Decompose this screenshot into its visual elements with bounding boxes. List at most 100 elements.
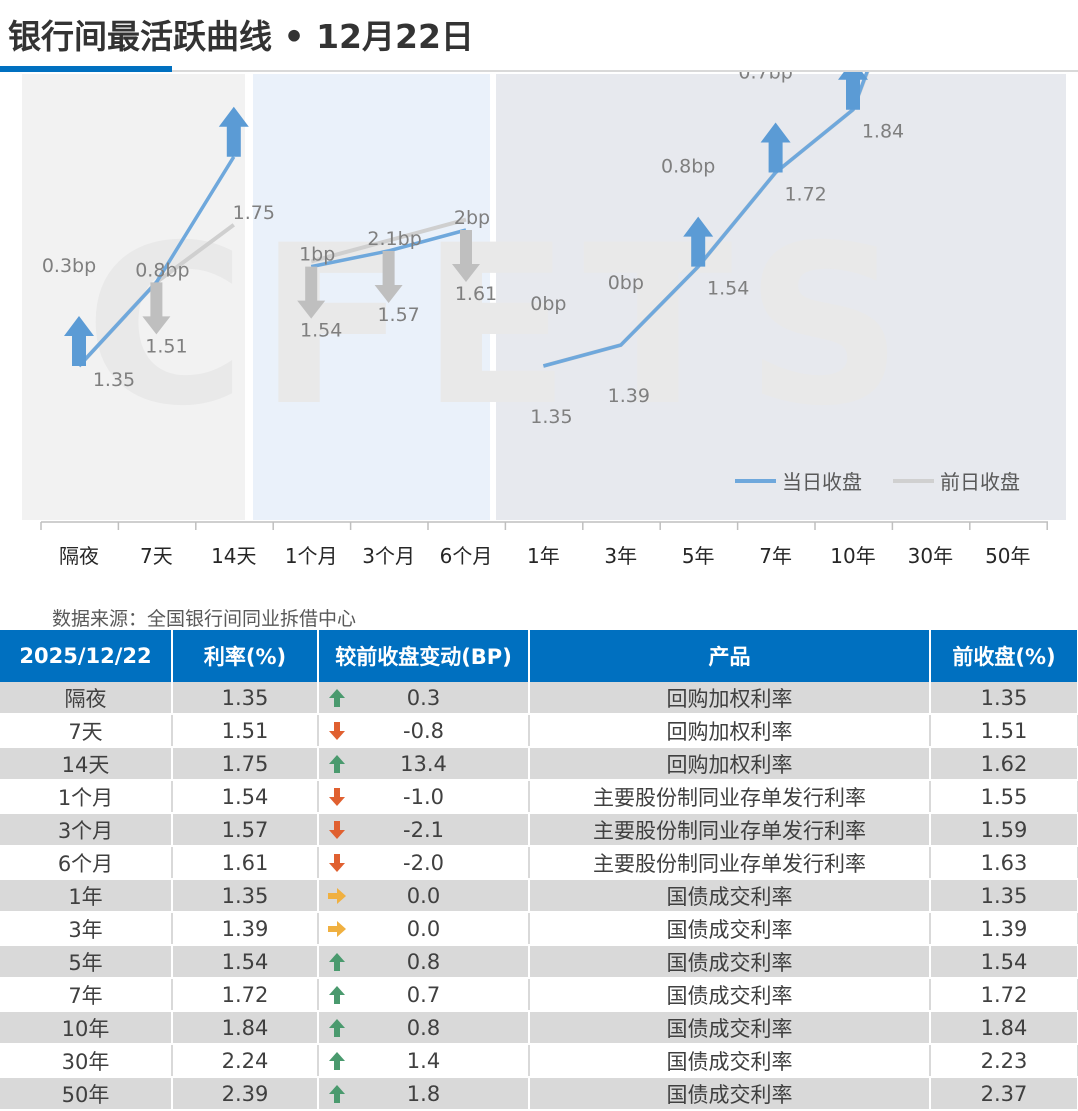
yield-curve-chart: CFETS 0.3bp1.350.8bp1.5113.4bp1.751bp1.5… — [22, 72, 1066, 568]
value-label-14天: 1.75 — [233, 202, 275, 224]
title-accent-bar — [0, 66, 172, 72]
cell-term: 7天 — [0, 714, 173, 748]
change-value: -0.8 — [403, 718, 444, 743]
cell-term: 隔夜 — [0, 682, 173, 715]
legend: 当日收盘 前日收盘 — [735, 470, 1020, 494]
up-arrow-icon — [329, 689, 345, 707]
cell-term: 3个月 — [0, 813, 173, 847]
cell-term: 10年 — [0, 1011, 173, 1045]
cell-rate: 1.75 — [172, 747, 319, 781]
cell-rate: 1.35 — [172, 879, 319, 913]
down-arrow-6个月 — [452, 230, 480, 283]
value-label-7年: 1.72 — [784, 183, 826, 205]
up-arrow-7年 — [760, 122, 791, 173]
cell-term: 1个月 — [0, 780, 173, 814]
change-value: 0.8 — [406, 1015, 441, 1040]
cell-product: 国债成交利率 — [529, 945, 931, 979]
cell-term: 1年 — [0, 879, 173, 913]
change-value: 0.0 — [406, 916, 441, 941]
change-label-7年: 0.7bp — [738, 72, 792, 83]
cell-change: 1.4 — [318, 1044, 530, 1078]
cell-product: 国债成交利率 — [529, 1044, 931, 1078]
change-value: 0.7 — [406, 982, 441, 1007]
cell-term: 50年 — [0, 1077, 173, 1111]
x-tick-label-7天: 7天 — [140, 544, 173, 568]
table-row: 隔夜 1.35 0.3 回购加权利率 1.35 — [0, 682, 1078, 715]
cell-prev-close: 2.37 — [930, 1077, 1078, 1111]
cell-rate: 1.54 — [172, 780, 319, 814]
prev-line-segment-1 — [310, 217, 467, 264]
cell-prev-close: 1.54 — [930, 945, 1078, 979]
cell-term: 30年 — [0, 1044, 173, 1078]
table-row: 30年 2.24 1.4 国债成交利率 2.23 — [0, 1044, 1078, 1078]
cell-change: 0.8 — [318, 1011, 530, 1045]
up-arrow-icon — [329, 1085, 345, 1103]
cell-rate: 2.24 — [172, 1044, 319, 1078]
up-arrow-icon — [329, 953, 345, 971]
x-tick-label-1个月: 1个月 — [285, 544, 338, 568]
value-label-5年: 1.54 — [707, 278, 749, 300]
up-arrow-10年 — [838, 72, 868, 110]
change-value: 0.8 — [406, 949, 441, 974]
panel-ncd — [253, 74, 490, 520]
up-arrow-5年 — [683, 216, 714, 267]
up-arrow-icon — [329, 986, 345, 1004]
x-tick-label-7年: 7年 — [759, 544, 792, 568]
right-arrow-icon — [328, 888, 346, 904]
change-label-6个月: 2bp — [454, 207, 490, 229]
table-row: 3年 1.39 0.0 国债成交利率 1.39 — [0, 912, 1078, 946]
legend-label-prev: 前日收盘 — [940, 470, 1020, 494]
down-arrow-3个月 — [374, 250, 403, 303]
cell-rate: 1.35 — [172, 682, 319, 715]
change-label-隔夜: 0.3bp — [42, 255, 96, 277]
cell-rate: 1.72 — [172, 978, 319, 1012]
cell-product: 国债成交利率 — [529, 879, 931, 913]
value-label-6个月: 1.61 — [455, 283, 497, 305]
change-value: 1.8 — [406, 1081, 441, 1106]
series-current-close — [77, 72, 869, 368]
page-title: 银行间最活跃曲线 • 12月22日 — [8, 17, 474, 56]
cell-rate: 1.51 — [172, 714, 319, 748]
cell-rate: 1.84 — [172, 1011, 319, 1045]
cell-product: 国债成交利率 — [529, 978, 931, 1012]
up-arrow-14天 — [218, 106, 249, 157]
cell-product: 回购加权利率 — [529, 747, 931, 781]
cell-product: 国债成交利率 — [529, 1077, 931, 1111]
cell-prev-close: 1.63 — [930, 846, 1078, 880]
cell-term: 5年 — [0, 945, 173, 979]
cell-product: 主要股份制同业存单发行利率 — [529, 846, 931, 880]
cell-change: -2.0 — [318, 846, 530, 880]
cell-prev-close: 1.35 — [930, 682, 1078, 715]
x-tick-label-50年: 50年 — [985, 544, 1030, 568]
x-tick-label-1年: 1年 — [527, 544, 560, 568]
cell-product: 国债成交利率 — [529, 912, 931, 946]
down-arrow-icon — [329, 788, 345, 806]
up-arrow-icon — [329, 755, 345, 773]
watermark-text: CFETS — [85, 198, 916, 454]
change-value: 13.4 — [400, 751, 447, 776]
cell-term: 6个月 — [0, 846, 173, 880]
current-line-segment-1 — [310, 228, 467, 269]
header-product: 产品 — [529, 630, 931, 682]
panel-repo — [22, 74, 245, 520]
down-arrow-1个月 — [297, 266, 326, 319]
change-label-1年: 0bp — [530, 293, 566, 315]
down-arrow-icon — [329, 722, 345, 740]
down-arrow-icon — [329, 821, 345, 839]
change-arrows — [64, 72, 868, 366]
data-labels: 0.3bp1.350.8bp1.5113.4bp1.751bp1.542.1bp… — [42, 72, 904, 428]
table-row: 7年 1.72 0.7 国债成交利率 1.72 — [0, 978, 1078, 1012]
header-date: 2025/12/22 — [0, 630, 173, 682]
title-divider — [0, 70, 1078, 72]
cell-prev-close: 1.84 — [930, 1011, 1078, 1045]
x-axis: 隔夜 7天 14天 1个月 3个月 6个月 1年 3年 5年 7年 10年 30年 50年 — [40, 521, 1048, 568]
change-label-5年: 0.8bp — [661, 156, 715, 178]
table-row: 1年 1.35 0.0 国债成交利率 1.35 — [0, 879, 1078, 913]
cell-prev-close: 1.39 — [930, 912, 1078, 946]
cell-rate: 1.54 — [172, 945, 319, 979]
cell-rate: 1.57 — [172, 813, 319, 847]
source-note: 数据来源：全国银行间同业拆借中心 — [52, 608, 357, 630]
table-row: 14天 1.75 13.4 回购加权利率 1.62 — [0, 747, 1078, 781]
x-tick-label-6个月: 6个月 — [440, 544, 493, 568]
table-header-row: 2025/12/22 利率(%) 较前收盘变动(BP) 产品 前收盘(%) — [0, 630, 1078, 682]
